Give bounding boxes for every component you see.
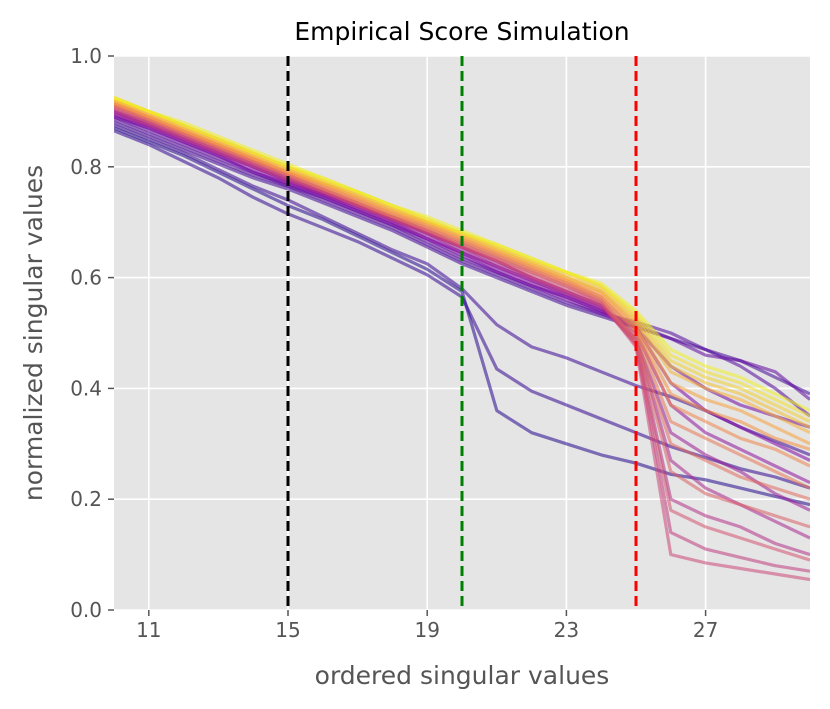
y-tick-label-0.8: 0.8 (70, 155, 102, 179)
x-tick-label-11: 11 (136, 618, 161, 642)
series-line-14 (114, 107, 810, 582)
y-tick-label-0.6: 0.6 (70, 266, 102, 290)
y-tick-label-0.4: 0.4 (70, 376, 102, 400)
chart-title: Empirical Score Simulation (294, 17, 629, 46)
y-tick-label-1.0: 1.0 (70, 44, 102, 68)
x-axis: 11 15 19 23 27 (136, 610, 718, 642)
x-tick-label-27: 27 (693, 618, 718, 642)
y-axis: 0.0 0.2 0.4 0.6 0.8 1.0 (70, 44, 114, 622)
y-tick-label-0.2: 0.2 (70, 487, 102, 511)
x-tick-label-23: 23 (554, 618, 579, 642)
x-tick-label-19: 19 (414, 618, 439, 642)
x-tick-label-15: 15 (275, 618, 300, 642)
series-line-4 (114, 121, 810, 396)
y-tick-label-0.0: 0.0 (70, 598, 102, 622)
x-axis-label: ordered singular values (315, 661, 610, 690)
series-line-25 (114, 96, 810, 418)
y-axis-label: normalized singular values (19, 165, 48, 501)
reference-lines (286, 56, 638, 610)
